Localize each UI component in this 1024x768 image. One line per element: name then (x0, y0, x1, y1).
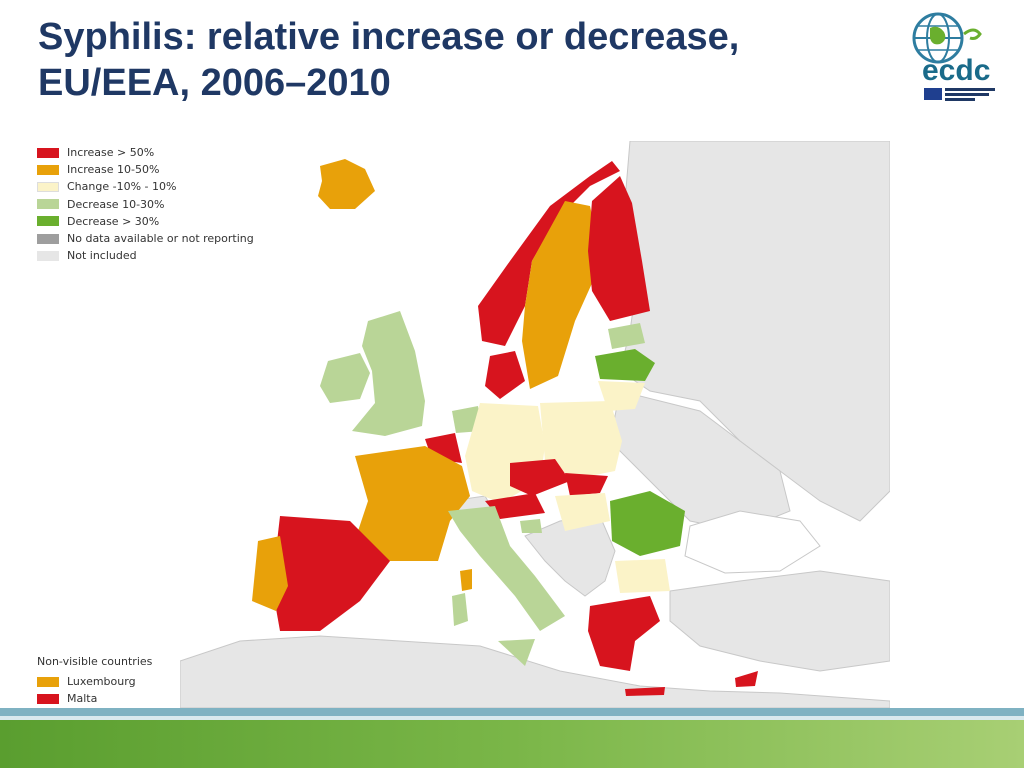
title-line-2: EU/EEA, 2006–2010 (38, 62, 391, 104)
turkey-region (669, 570, 890, 672)
map-canvas (180, 141, 890, 708)
sardinia-region (452, 593, 468, 626)
sicily-region (498, 639, 535, 666)
greece-region (588, 596, 660, 671)
legend-item: Change -10% - 10% (37, 178, 297, 195)
footer-divider (0, 708, 1024, 716)
legend-item: Not included (37, 247, 297, 264)
legend-item: Decrease 10-30% (37, 196, 297, 213)
north-africa-region (180, 635, 890, 708)
legend-label: Decrease > 30% (67, 214, 160, 228)
latvia-region (595, 349, 655, 381)
legend-label: Increase > 50% (67, 146, 155, 160)
hungary-region (555, 493, 610, 531)
slovakia-region (565, 473, 608, 496)
title-line-1: Syphilis: relative increase or decrease, (38, 16, 740, 58)
estonia-region (608, 323, 645, 349)
legend-swatch (37, 676, 59, 687)
slovenia-region (520, 519, 542, 533)
legend-label: Luxembourg (67, 675, 136, 689)
iceland-region (318, 159, 375, 209)
romania-region (610, 491, 685, 556)
legend-label: Change -10% - 10% (67, 180, 177, 194)
black-sea (684, 510, 821, 574)
legend-label: Not included (67, 249, 137, 263)
corsica-region (460, 569, 472, 591)
legend-label: Increase 10-50% (67, 163, 160, 177)
legend-item: Decrease > 30% (37, 213, 297, 230)
bulgaria-region (615, 559, 670, 593)
legend-swatch (37, 164, 59, 175)
legend-item: Increase 10-50% (37, 161, 297, 178)
legend-label: Decrease 10-30% (67, 197, 165, 211)
uk-region (352, 311, 425, 436)
legend: Increase > 50% Increase 10-50% Change -1… (37, 144, 297, 264)
legend-label: No data available or not reporting (67, 232, 254, 246)
austria-region (485, 493, 545, 519)
finland-region (588, 176, 650, 321)
footer-band (0, 720, 1024, 768)
legend-item-malta: Malta (37, 690, 297, 707)
ireland-region (320, 353, 370, 403)
crete-region (625, 687, 665, 696)
poland-region (540, 401, 622, 479)
svg-text:ecdc: ecdc (922, 54, 990, 87)
europe-map (180, 141, 890, 708)
norway-region (478, 161, 620, 346)
czech-region (510, 459, 570, 496)
footer-divider-light (0, 716, 1024, 720)
legend-item: No data available or not reporting (37, 230, 297, 247)
spain-region (272, 516, 390, 631)
italy-region (448, 506, 565, 631)
legend-swatch (37, 199, 59, 210)
globe-logo-icon: ecdc (912, 12, 995, 101)
legend-swatch (37, 147, 59, 158)
page-title: Syphilis: relative increase or decrease,… (38, 14, 858, 106)
non-visible-legend: Non-visible countries Luxembourg Malta (37, 655, 297, 707)
legend-label: Malta (67, 692, 98, 706)
denmark-region (485, 351, 525, 399)
non-visible-title: Non-visible countries (37, 655, 153, 668)
ecdc-logo: ecdc (900, 8, 1010, 108)
legend-item: Increase > 50% (37, 144, 297, 161)
legend-item-luxembourg: Luxembourg (37, 673, 297, 690)
legend-swatch (37, 693, 59, 704)
legend-swatch (37, 233, 59, 244)
sweden-region (522, 201, 602, 389)
france-region (355, 446, 470, 561)
legend-swatch (37, 216, 59, 227)
legend-swatch (37, 181, 59, 192)
legend-swatch (37, 250, 59, 261)
portugal-region (252, 536, 288, 611)
cyprus-region (735, 671, 758, 687)
